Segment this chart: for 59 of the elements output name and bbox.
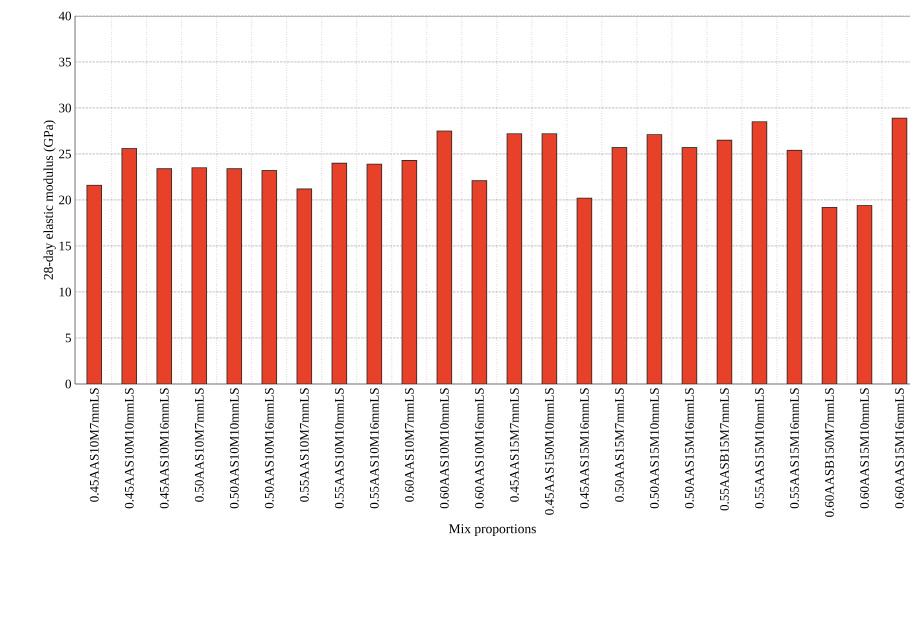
bar [192,167,208,384]
bar [892,118,908,384]
x-tick-label: 0.45AAS150M10mmLS [545,388,554,515]
x-tick-label: 0.50AAS10M16mmLS [264,388,274,508]
bar [122,148,138,384]
bar [366,164,382,384]
x-tick-label: 0.55AASB15M7mmLS [720,388,729,510]
bar [716,140,732,384]
x-tick-label: 0.45AAS15M7mmLS [510,388,519,502]
x-tick-label: 0.50AAS10M7mmLS [194,388,204,502]
x-tick-label: 0.50AAS10M10mmLS [230,388,239,508]
x-tick-label: 0.50AAS15M10mmLS [650,388,659,508]
y-tick-label: 35 [59,58,71,66]
bar [682,147,698,384]
x-tick-label: 0.55AAS15M10mmLS [755,388,764,508]
bar [226,168,242,384]
y-tick-label: 10 [60,288,71,296]
x-tick-label: 0.45AAS10M10mmLS [124,388,134,508]
bar [612,147,628,384]
x-tick-label: 0.60AAS10M16mmLS [474,388,484,508]
x-axis-title: Mix proportions [449,524,536,536]
x-tick-label: 0.45AAS15M16mmLS [580,388,589,508]
bar [576,198,592,384]
y-tick-label: 5 [66,334,71,342]
x-tick-label: 0.60AAS15M16mmLS [895,388,904,508]
x-tick-label: 0.45AAS10M7mmLS [90,388,99,502]
y-tick-label: 20 [59,196,71,204]
x-tick-label: 0.60AASB150M7mmLS [825,388,834,517]
bar [86,184,102,384]
bar [436,130,452,384]
bar [262,170,278,384]
x-tick-label: 0.55AAS15M16mmLS [790,388,799,508]
y-tick-label: 30 [59,104,71,112]
bar [156,168,172,384]
x-tick-label: 0.60AAS10M10mmLS [440,388,449,508]
x-tick-label: 0.50AAS15M7mmLS [615,388,624,502]
bar [542,133,558,384]
bar [332,162,348,384]
bar [856,205,872,384]
x-tick-label: 0.60AAS15M10mmLS [860,388,869,508]
x-tick-label: 0.55AAS10M10mmLS [334,388,344,508]
y-tick-label: 25 [59,150,71,158]
y-tick-label: 40 [58,12,71,20]
bar [472,180,488,384]
bar [506,133,522,384]
y-tick-label: 15 [60,242,71,250]
y-tick-label: 0 [66,380,71,388]
bar [786,150,802,384]
bar [296,188,312,384]
x-tick-label: 0.55AAS10M7mmLS [300,388,309,502]
x-tick-label: 0.50AAS15M16mmLS [685,388,694,508]
x-tick-label: 0.60AAS10M7mmLS [404,388,414,502]
bar [646,134,662,384]
bar [402,160,418,384]
bar [752,121,768,384]
y-axis-title: 28-day elastic modulus (GPa) [43,120,56,280]
x-tick-label: 0.45AAS10M16mmLS [160,388,169,508]
x-tick-label: 0.55AAS10M16mmLS [370,388,379,508]
bar [822,206,838,384]
